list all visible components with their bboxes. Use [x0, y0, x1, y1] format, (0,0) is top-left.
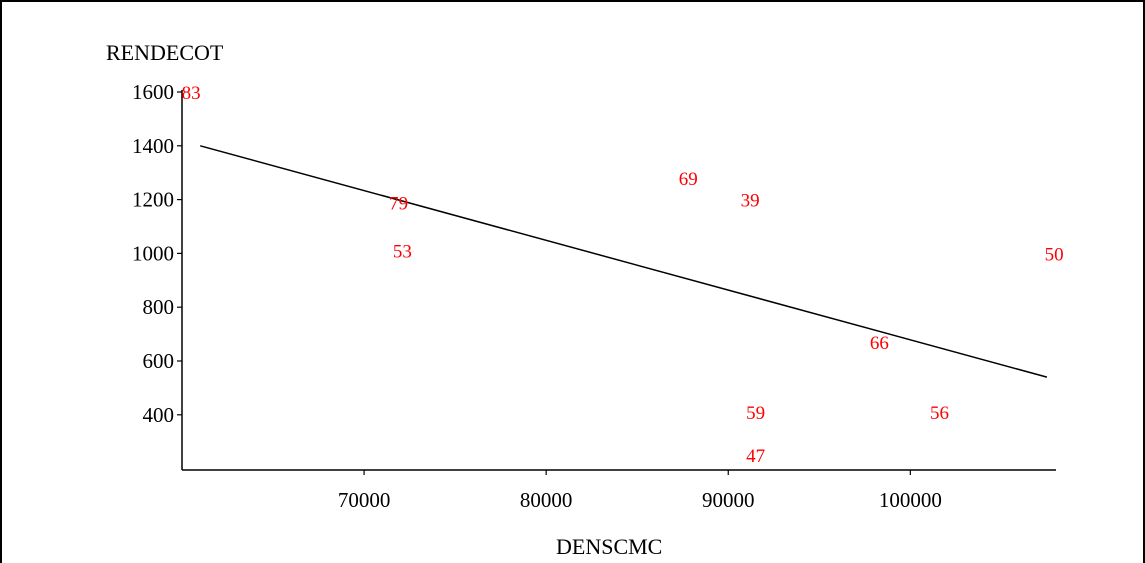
x-tick-label: 70000	[338, 488, 391, 512]
y-tick-label: 1600	[132, 80, 174, 104]
top-border	[0, 0, 1145, 2]
regression-line-group	[200, 145, 1048, 378]
point-label-53: 53	[393, 242, 412, 263]
y-axis-label: RENDECOT	[106, 40, 224, 65]
y-tick-label: 800	[143, 295, 175, 319]
x-tick-label: 90000	[702, 488, 755, 512]
point-label-66: 66	[870, 333, 889, 354]
x-tick-label: 100000	[879, 488, 942, 512]
tick-labels: 1600 1400 1200 1000 800 600 400 70000 80000 90000…	[132, 80, 942, 512]
point-label-79: 79	[389, 193, 408, 214]
regression-line	[200, 145, 1048, 378]
point-label-69: 69	[679, 169, 698, 190]
point-label-59: 59	[746, 403, 765, 424]
point-label-50: 50	[1045, 244, 1064, 265]
data-points: 83 79 53 69 39 50 66 59 56 47	[182, 83, 1064, 467]
point-label-39: 39	[741, 191, 760, 212]
axes	[181, 90, 1056, 471]
y-tick-label: 600	[143, 349, 175, 373]
x-axis-label: DENSCMC	[556, 534, 662, 559]
y-tick-label: 1200	[132, 188, 174, 212]
y-tick-label: 400	[143, 403, 175, 427]
y-tick-label: 1000	[132, 241, 174, 265]
y-tick-label: 1400	[132, 134, 174, 158]
point-label-47: 47	[746, 446, 765, 467]
point-label-56: 56	[930, 403, 949, 424]
x-tick-label: 80000	[520, 488, 573, 512]
point-label-83: 83	[182, 83, 201, 104]
